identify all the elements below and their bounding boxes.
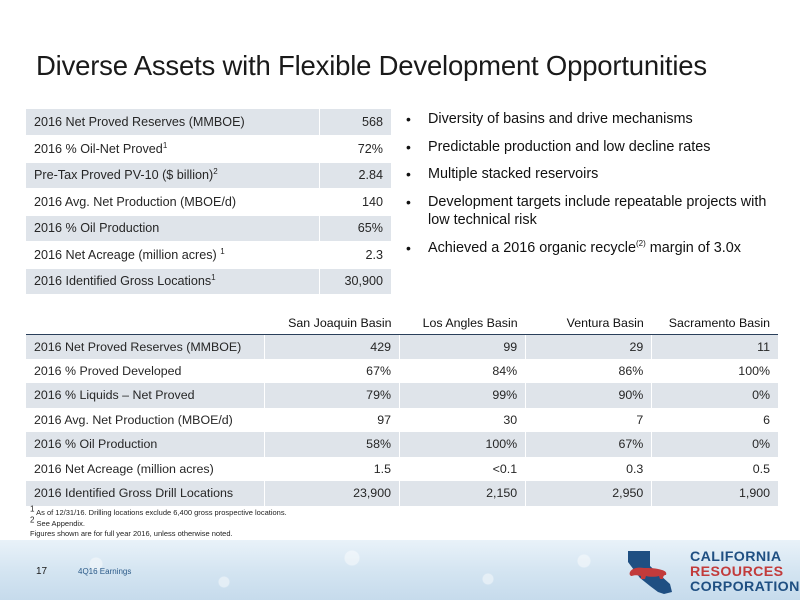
basin-header: Ventura Basin — [525, 312, 652, 335]
basin-cell: 0.3 — [525, 456, 652, 481]
bear-shape — [629, 567, 667, 579]
bullet-item: Achieved a 2016 organic recycle(2) margi… — [404, 239, 784, 258]
footer-label: 4Q16 Earnings — [78, 567, 132, 576]
basin-cell: 0% — [651, 432, 778, 457]
basin-cell: 29 — [525, 334, 652, 359]
header-blank — [26, 312, 265, 335]
basin-cell: 58% — [263, 432, 400, 457]
table-row: 2016 % Liquids – Net Proved 79% 99% 90% … — [26, 383, 778, 408]
basin-cell: 67% — [525, 432, 652, 457]
basin-cell: 0.5 — [651, 456, 778, 481]
summary-label: 2016 Identified Gross Locations1 — [26, 268, 320, 295]
summary-value: 30,900 — [319, 268, 391, 295]
footnote-2: 2 See Appendix. — [30, 515, 85, 528]
basin-cell: 99 — [398, 334, 526, 359]
summary-value: 2.3 — [319, 241, 391, 269]
basin-cell: 100% — [398, 432, 526, 457]
basin-cell: 0% — [651, 383, 778, 408]
basin-row-label: 2016 Net Acreage (million acres) — [26, 456, 265, 481]
table-row: 2016 Net Proved Reserves (MMBOE) 429 99 … — [26, 334, 778, 359]
basin-cell: 90% — [525, 383, 652, 408]
summary-value: 2.84 — [319, 162, 391, 189]
basin-cell: 429 — [263, 334, 400, 359]
summary-label: Pre-Tax Proved PV-10 ($ billion)2 — [26, 162, 320, 189]
basin-row-label: 2016 % Oil Production — [26, 432, 265, 457]
basin-cell: 86% — [525, 358, 652, 383]
table-row: 2016 % Proved Developed 67% 84% 86% 100% — [26, 358, 778, 383]
basin-table: San Joaquin Basin Los Angles Basin Ventu… — [26, 312, 778, 506]
basin-cell: 30 — [398, 407, 526, 432]
summary-value: 65% — [319, 215, 391, 242]
page-number: 17 — [36, 566, 48, 577]
basin-cell: 2,950 — [525, 481, 652, 506]
basin-row-label: 2016 % Proved Developed — [26, 358, 265, 383]
logo-line-1: CALIFORNIA — [690, 549, 782, 565]
basin-row-label: 2016 % Liquids – Net Proved — [26, 383, 265, 408]
logo-line-2: RESOURCES — [690, 563, 784, 580]
footnote-3: Figures shown are for full year 2016, un… — [30, 529, 233, 538]
basin-cell: 1,900 — [651, 481, 778, 506]
basin-cell: 79% — [263, 383, 400, 408]
basin-header-row: San Joaquin Basin Los Angles Basin Ventu… — [26, 312, 778, 335]
table-row: Pre-Tax Proved PV-10 ($ billion)2 2.84 — [26, 162, 391, 189]
summary-value: 72% — [319, 135, 391, 163]
basin-cell: 84% — [398, 358, 526, 383]
slide-title: Diverse Assets with Flexible Development… — [36, 50, 707, 81]
summary-label: 2016 % Oil-Net Proved1 — [26, 135, 320, 163]
summary-label: 2016 Avg. Net Production (MBOE/d) — [26, 188, 320, 216]
table-row: 2016 Avg. Net Production (MBOE/d) 140 — [26, 188, 391, 216]
summary-value: 568 — [319, 109, 391, 136]
summary-label: 2016 % Oil Production — [26, 215, 320, 242]
logo-line-3: CORPORATION — [690, 578, 800, 595]
table-row: 2016 % Oil Production 65% — [26, 215, 391, 242]
bullet-item: Predictable production and low decline r… — [404, 138, 784, 157]
basin-cell: 6 — [651, 407, 778, 432]
table-row: 2016 Net Acreage (million acres) 1.5 <0.… — [26, 456, 778, 481]
basin-cell: 97 — [263, 407, 400, 432]
bullet-list: Diversity of basins and drive mechanisms… — [404, 110, 784, 266]
basin-cell: 100% — [651, 358, 778, 383]
bullet-item: Multiple stacked reservoirs — [404, 165, 784, 184]
table-row: 2016 Identified Gross Drill Locations 23… — [26, 481, 778, 506]
table-row: 2016 % Oil-Net Proved1 72% — [26, 135, 391, 163]
table-row: 2016 Identified Gross Locations1 30,900 — [26, 268, 391, 295]
footnote-1: 1 As of 12/31/16. Drilling locations exc… — [30, 504, 287, 517]
basin-cell: 99% — [398, 383, 526, 408]
table-row: 2016 Net Proved Reserves (MMBOE) 568 — [26, 109, 391, 136]
summary-value: 140 — [319, 188, 391, 216]
basin-header: Sacramento Basin — [651, 312, 778, 335]
company-logo-text: CALIFORNIA RESOURCES CORPORATION — [690, 550, 800, 594]
basin-cell: 2,150 — [398, 481, 526, 506]
summary-table: 2016 Net Proved Reserves (MMBOE) 568 201… — [26, 109, 391, 295]
basin-row-label: 2016 Identified Gross Drill Locations — [26, 481, 265, 506]
basin-cell: 1.5 — [263, 456, 400, 481]
table-row: 2016 Net Acreage (million acres) 1 2.3 — [26, 241, 391, 269]
table-row: 2016 % Oil Production 58% 100% 67% 0% — [26, 432, 778, 457]
bullet-item: Diversity of basins and drive mechanisms — [404, 110, 784, 129]
footnotes: 1 As of 12/31/16. Drilling locations exc… — [30, 504, 287, 540]
table-row: 2016 Avg. Net Production (MBOE/d) 97 30 … — [26, 407, 778, 432]
basin-row-label: 2016 Net Proved Reserves (MMBOE) — [26, 334, 265, 359]
summary-label: 2016 Net Acreage (million acres) 1 — [26, 241, 320, 269]
california-bear-logo-icon — [628, 551, 672, 594]
basin-header: San Joaquin Basin — [264, 312, 400, 335]
basin-cell: 67% — [263, 358, 400, 383]
basin-cell: 11 — [651, 334, 778, 359]
summary-label: 2016 Net Proved Reserves (MMBOE) — [26, 109, 320, 136]
basin-header: Los Angles Basin — [399, 312, 526, 335]
basin-cell: 7 — [525, 407, 652, 432]
basin-row-label: 2016 Avg. Net Production (MBOE/d) — [26, 407, 265, 432]
basin-cell: <0.1 — [398, 456, 526, 481]
bullet-item: Development targets include repeatable p… — [404, 193, 784, 230]
basin-cell: 23,900 — [263, 481, 400, 506]
